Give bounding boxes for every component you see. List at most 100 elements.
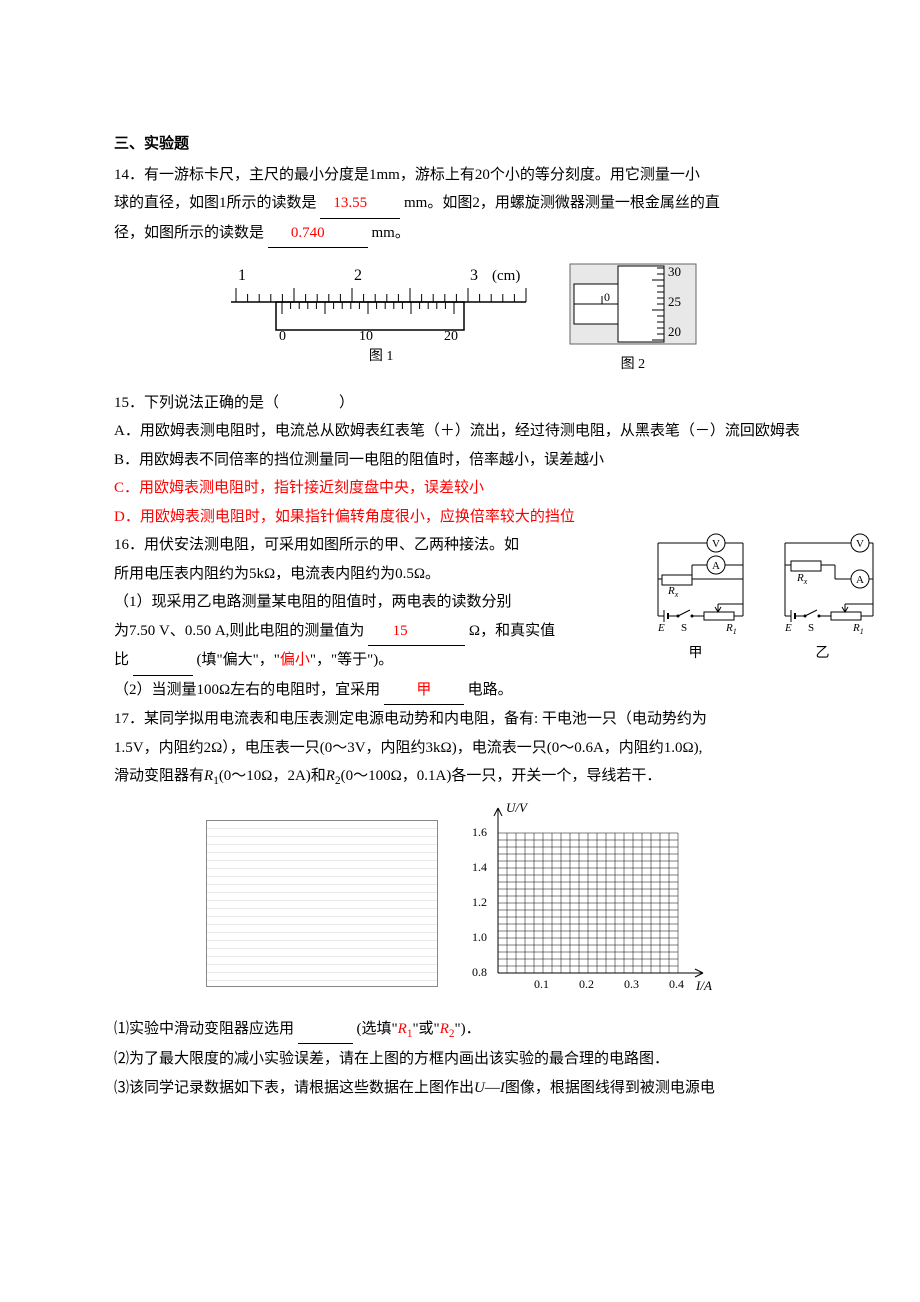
vernier-caliper-figure: 1 2 3 (cm) 0 10 20 图 1 bbox=[226, 262, 536, 371]
yt2: 1.2 bbox=[472, 895, 487, 909]
S-yi: S bbox=[808, 622, 814, 634]
Rx-jia: Rx bbox=[667, 585, 679, 599]
R1-yi: R1 bbox=[852, 622, 864, 636]
Rx-yi: Rx bbox=[796, 572, 808, 586]
dash: — bbox=[485, 1080, 500, 1096]
section-title: 三、实验题 bbox=[114, 130, 810, 159]
q15-optC: C．用欧姆表测电阻时，指针接近刻度盘中央，误差较小 bbox=[114, 474, 810, 503]
q16-l5a: 比 bbox=[114, 652, 129, 668]
q15-optA: A．用欧姆表测电阻时，电流总从欧姆表红表笔（＋）流出，经过待测电阻，从黑表笔（－… bbox=[114, 417, 810, 446]
A-jia: A bbox=[712, 560, 720, 572]
R1-sym: R bbox=[204, 768, 213, 784]
V-jia: V bbox=[712, 538, 720, 550]
R2-opt: R bbox=[440, 1021, 449, 1037]
q17-sub1c: "或" bbox=[412, 1021, 439, 1037]
q14-line1: 14．有一游标卡尺，主尺的最小分度是1mm，游标上有20个小的等分刻度。用它测量… bbox=[114, 161, 810, 190]
q14-line2: 球的直径，如图1所示的读数是 13.55 mm。如图2，用螺旋测微器测量一根金属… bbox=[114, 189, 810, 219]
q16-block: V A Rx bbox=[114, 531, 810, 705]
q14-l2a: 球的直径，如图1所示的读数是 bbox=[114, 195, 317, 211]
q16-jia: 甲 bbox=[404, 676, 444, 706]
q16-l4: 为7.50 V、0.50 A,则此电阻的测量值为 15 Ω，和真实值 bbox=[114, 617, 594, 647]
q17-l1: 17．某同学拟用电流表和电压表测定电源电动势和内电阻，备有: 干电池一只（电动势… bbox=[114, 705, 810, 734]
vernier-svg: 1 2 3 (cm) 0 10 20 bbox=[226, 262, 536, 342]
micrometer-figure: 0 30 25 20 图 2 bbox=[568, 254, 698, 379]
vernier-label-20: 20 bbox=[444, 329, 458, 342]
vernier-label-0: 0 bbox=[279, 329, 286, 342]
thimble-20: 20 bbox=[668, 324, 681, 339]
q16-l6: （2）当测量100Ω左右的电阻时，宜采用 甲 电路。 bbox=[114, 676, 810, 706]
xt0: 0.1 bbox=[534, 977, 549, 991]
xt2: 0.3 bbox=[624, 977, 639, 991]
q16-l4a: 为7.50 V、0.50 A,则此电阻的测量值为 bbox=[114, 623, 364, 639]
circuit-yi: V Rx A E bbox=[765, 531, 880, 668]
q14-ans1: 13.55 bbox=[330, 189, 370, 219]
blank bbox=[298, 1015, 353, 1045]
micrometer-svg: 0 30 25 20 bbox=[568, 254, 698, 350]
vernier-label-10: 10 bbox=[359, 329, 373, 342]
E-yi: E bbox=[784, 622, 792, 634]
R2-spec: (0～100Ω，0.1A)各一只，开关一个，导线若干． bbox=[341, 768, 662, 784]
circuit-draw-box bbox=[206, 820, 438, 987]
q16-l6b: 电路。 bbox=[468, 682, 513, 698]
ui-graph: U/V I/A 1.6 1.4 1.2 1.0 0.8 0.1 0.2 0.3 … bbox=[458, 798, 718, 1009]
blank-sep bbox=[320, 189, 330, 219]
R1-jia: R1 bbox=[725, 622, 737, 636]
q17-sub1b: (选填" bbox=[357, 1021, 398, 1037]
label-jia: 甲 bbox=[638, 641, 753, 668]
yt1: 1.4 bbox=[472, 860, 487, 874]
q17-graphs: U/V I/A 1.6 1.4 1.2 1.0 0.8 0.1 0.2 0.3 … bbox=[114, 798, 810, 1009]
yt3: 1.0 bbox=[472, 930, 487, 944]
q14-l3b: mm。 bbox=[372, 225, 410, 241]
q17-sub1d: ")． bbox=[454, 1021, 480, 1037]
q17-sub3b: 图像，根据图线得到被测电源电 bbox=[505, 1080, 715, 1096]
xt1: 0.2 bbox=[579, 977, 594, 991]
q14-l2b: mm。如图2，用螺旋测微器测量一根金属丝的直 bbox=[404, 195, 720, 211]
q16-l3: （1）现采用乙电路测量某电阻的阻值时，两电表的读数分别 bbox=[114, 588, 594, 617]
q16-circuit-figures: V A Rx bbox=[638, 531, 880, 668]
q16-l2: 所用电压表内阻约为5kΩ，电流表内阻约为0.5Ω。 bbox=[114, 560, 594, 589]
q14-line3: 径，如图所示的读数是 0.740 mm。 bbox=[114, 219, 810, 249]
q14-figures: 1 2 3 (cm) 0 10 20 图 1 0 30 25 20 bbox=[114, 254, 810, 379]
blank bbox=[133, 646, 193, 676]
q17-sub3a: ⑶该同学记录数据如下表，请根据这些数据在上图作出 bbox=[114, 1080, 474, 1096]
q16-l6a: （2）当测量100Ω左右的电阻时，宜采用 bbox=[114, 682, 380, 698]
main-label-1: 1 bbox=[238, 267, 246, 284]
E-jia: E bbox=[657, 622, 665, 634]
A-yi: A bbox=[856, 574, 864, 586]
q16-l1: 16．用伏安法测电阻，可采用如图所示的甲、乙两种接法。如 bbox=[114, 531, 594, 560]
blank-sep2 bbox=[370, 189, 400, 219]
ylabel: U/V bbox=[506, 800, 529, 815]
blank bbox=[420, 617, 465, 647]
U-sym: U bbox=[474, 1080, 485, 1096]
q14-ans2: 0.740 bbox=[288, 219, 328, 249]
q17-l3: 滑动变阻器有R1(0～10Ω，2A)和R2(0～100Ω，0.1A)各一只，开关… bbox=[114, 762, 810, 792]
q15-optB: B．用欧姆表不同倍率的挡位测量同一电阻的阻值时，倍率越小，误差越小 bbox=[114, 446, 810, 475]
R1-spec: (0～10Ω，2A)和 bbox=[219, 768, 326, 784]
q15-optD: D．用欧姆表测电阻时，如果指针偏转角度很小，应换倍率较大的挡位 bbox=[114, 503, 810, 532]
blank-sep4 bbox=[328, 219, 368, 249]
R2-sym: R bbox=[326, 768, 335, 784]
q14-l3a: 径，如图所示的读数是 bbox=[114, 225, 264, 241]
blank-sep3 bbox=[268, 219, 288, 249]
main-unit: (cm) bbox=[492, 268, 520, 284]
q17-sub1a: ⑴实验中滑动变阻器应选用 bbox=[114, 1021, 294, 1037]
q17-sub2: ⑵为了最大限度的减小实验误差，请在上图的方框内画出该实验的最合理的电路图． bbox=[114, 1045, 810, 1074]
label-yi: 乙 bbox=[765, 641, 880, 668]
R1-opt: R bbox=[398, 1021, 407, 1037]
q17-l3a: 滑动变阻器有 bbox=[114, 768, 204, 784]
q16-l4b: Ω，和真实值 bbox=[469, 623, 555, 639]
fig2-caption: 图 2 bbox=[568, 352, 698, 379]
blank bbox=[444, 676, 464, 706]
thimble-25: 25 bbox=[668, 294, 681, 309]
main-label-2: 2 bbox=[354, 267, 362, 284]
q16-ans1: 15 bbox=[380, 617, 420, 647]
micrometer-zero: 0 bbox=[604, 290, 610, 304]
main-label-3: 3 bbox=[470, 267, 478, 284]
xt3: 0.4 bbox=[669, 977, 684, 991]
q15-stem: 15．下列说法正确的是（ ） bbox=[114, 389, 810, 418]
q17-sub1: ⑴实验中滑动变阻器应选用 (选填"R1"或"R2")． bbox=[114, 1015, 810, 1045]
xlabel: I/A bbox=[695, 978, 712, 993]
q16-l5c: "，"等于")。 bbox=[310, 652, 393, 668]
yt4: 0.8 bbox=[472, 965, 487, 979]
q16-pian: 偏小 bbox=[280, 652, 310, 668]
